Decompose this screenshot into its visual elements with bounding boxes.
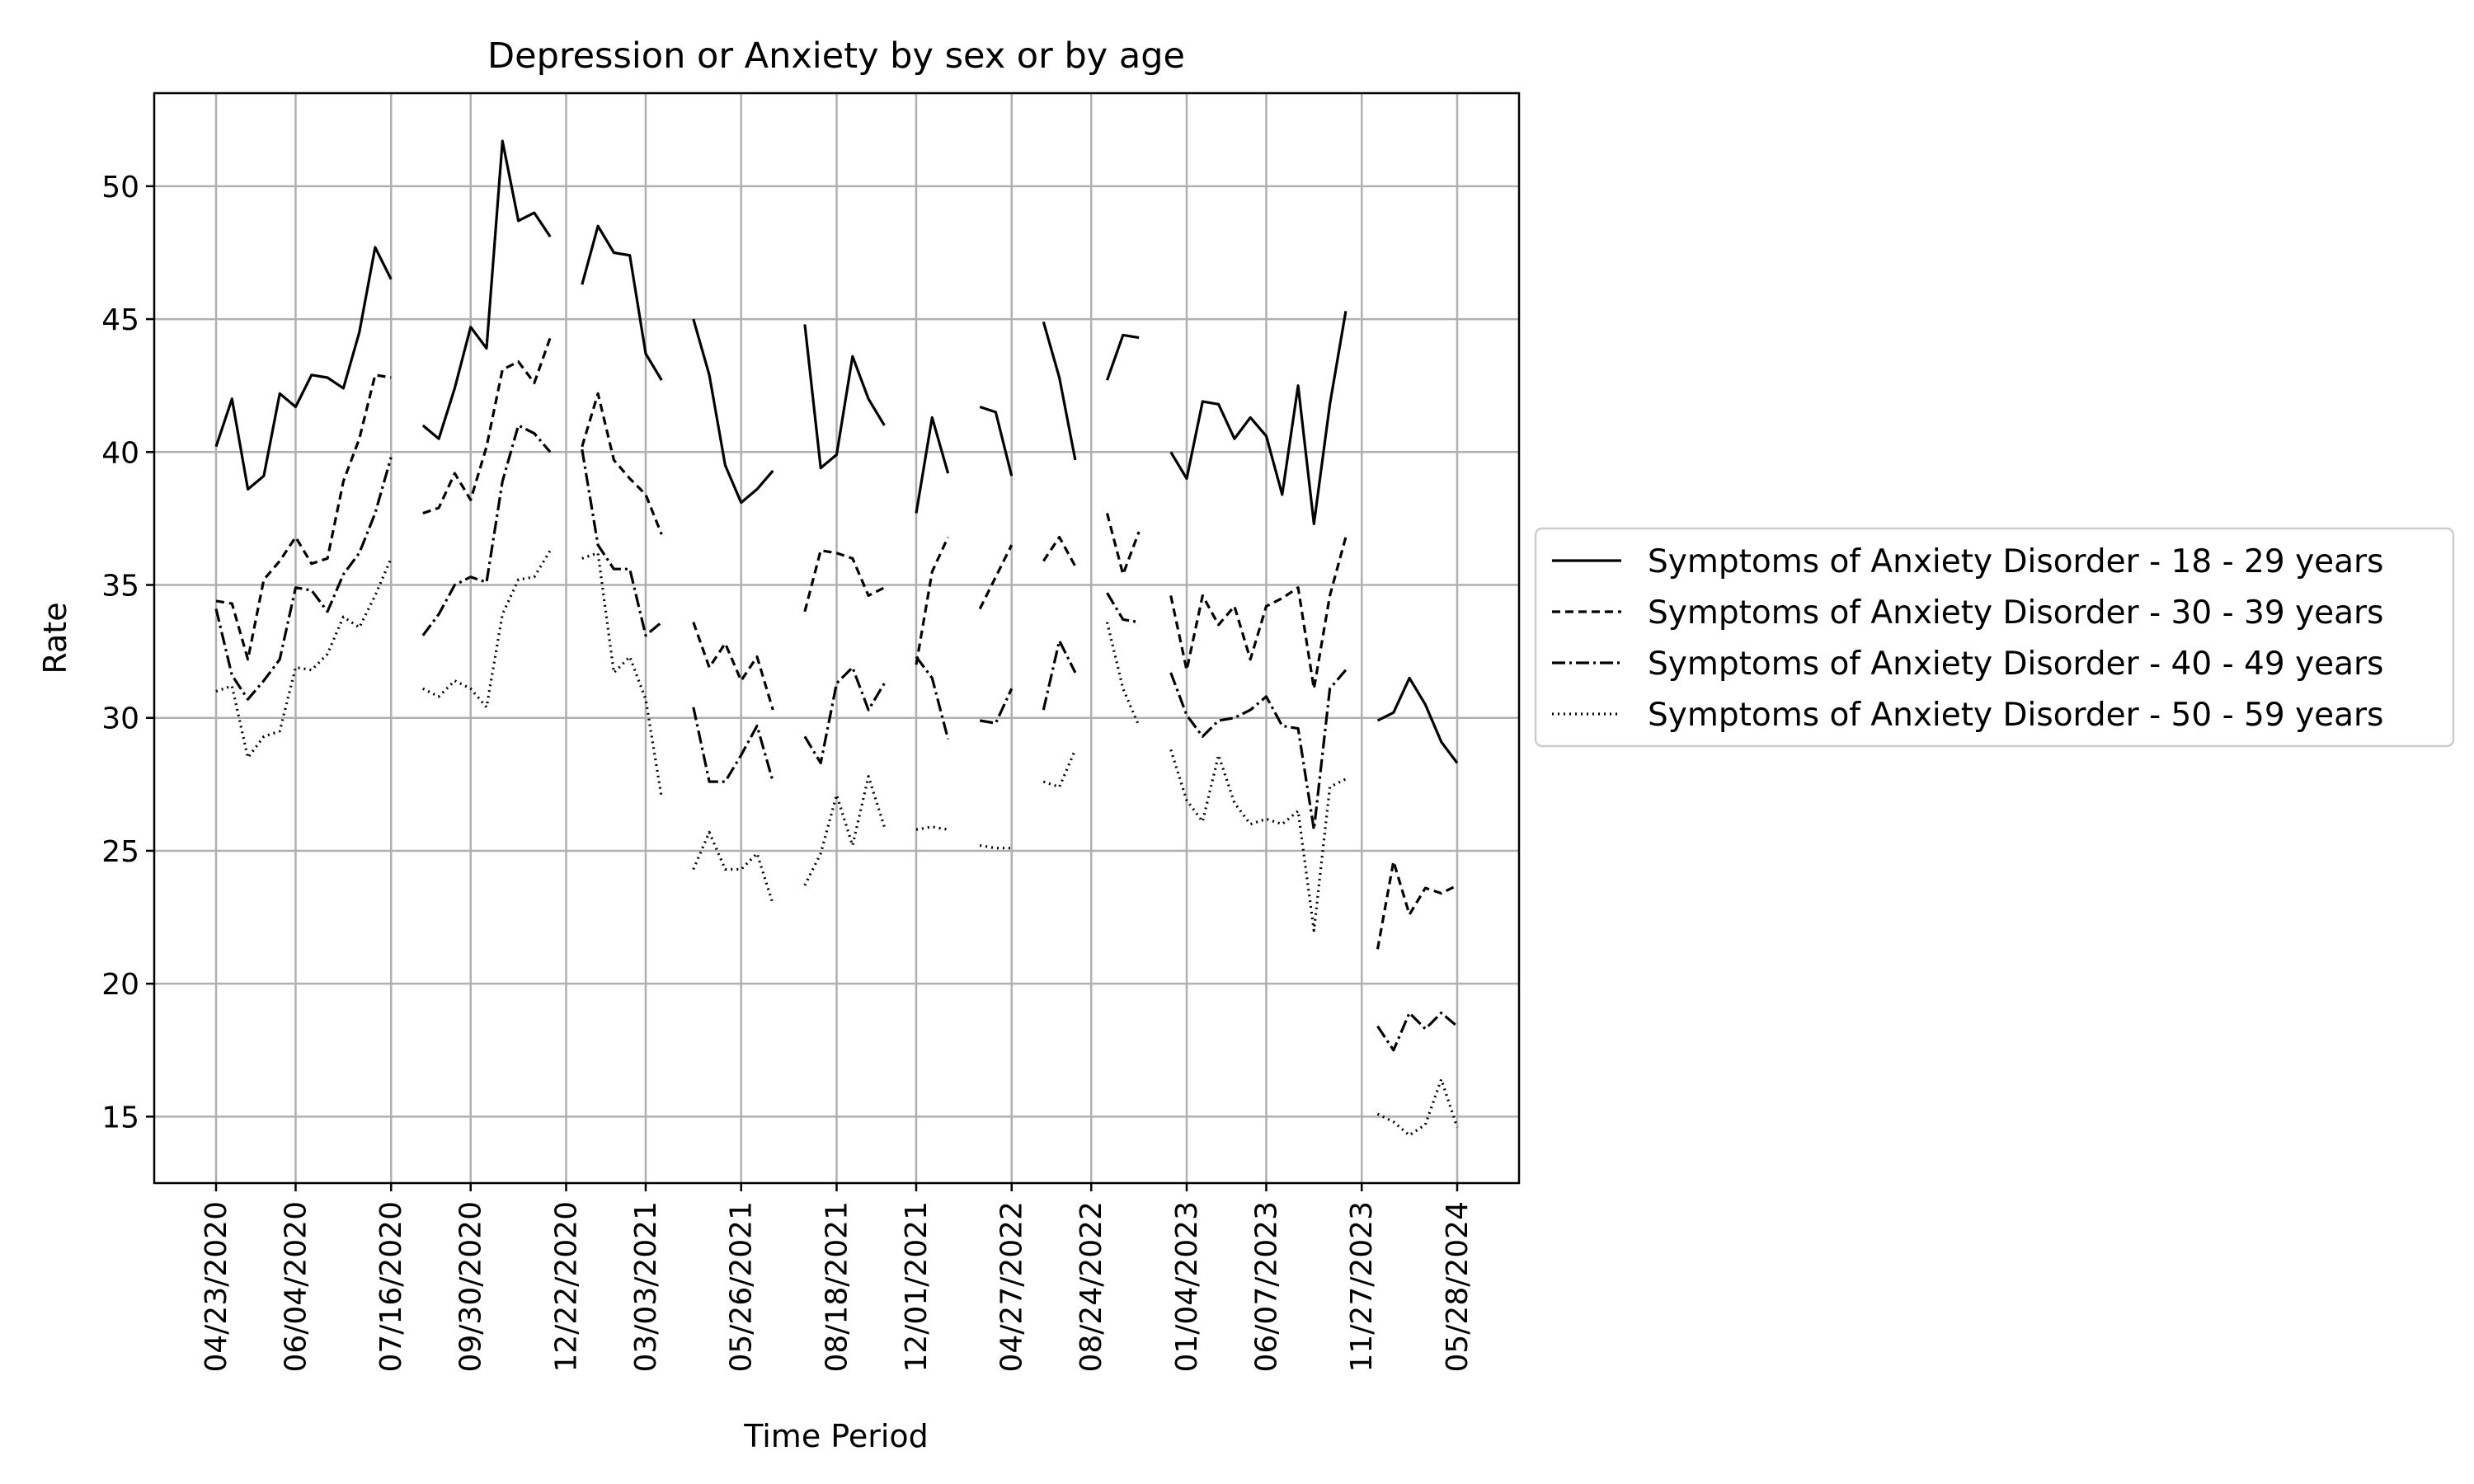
y-axis-label: Rate	[37, 602, 73, 674]
y-tick-label: 15	[101, 1101, 139, 1134]
legend-label-1: Symptoms of Anxiety Disorder - 18 - 29 y…	[1648, 543, 2383, 580]
x-tick-label: 03/03/2021	[629, 1201, 663, 1373]
y-tick-label: 20	[101, 968, 139, 1002]
x-tick-label: 05/26/2021	[725, 1201, 759, 1373]
legend: Symptoms of Anxiety Disorder - 18 - 29 y…	[1534, 527, 2455, 748]
y-tick-label: 30	[101, 702, 139, 736]
x-tick-label: 01/04/2023	[1170, 1201, 1204, 1373]
series-lines	[214, 139, 1459, 1137]
y-tick-label: 25	[101, 835, 139, 869]
x-tick-label: 04/27/2022	[995, 1201, 1029, 1373]
x-tick-label: 11/27/2023	[1345, 1201, 1379, 1373]
series-line-4	[215, 549, 1459, 1137]
legend-label-2: Symptoms of Anxiety Disorder - 30 - 39 y…	[1648, 594, 2383, 632]
chart-title: Depression or Anxiety by sex or by age	[487, 35, 1185, 77]
x-tick-label: 06/07/2023	[1249, 1201, 1283, 1373]
series-line-2	[215, 337, 1458, 950]
x-tick-label: 09/30/2020	[454, 1201, 488, 1373]
series-line-1	[214, 139, 1459, 764]
x-tick-label: 07/16/2020	[374, 1201, 408, 1373]
x-tick-label: 08/24/2022	[1075, 1201, 1108, 1373]
y-tick-label: 35	[101, 570, 139, 603]
x-tick-label: 08/18/2021	[821, 1201, 854, 1373]
y-tick-label: 40	[101, 436, 139, 470]
legend-label-3: Symptoms of Anxiety Disorder - 40 - 49 y…	[1648, 646, 2383, 683]
x-axis-label: Time Period	[743, 1418, 929, 1454]
x-axis: 04/23/2020 06/04/2020 07/16/2020 09/30/2020…	[200, 1183, 1475, 1373]
y-tick-label: 45	[101, 303, 139, 337]
x-tick-label: 04/23/2020	[200, 1201, 233, 1373]
legend-label-4: Symptoms of Anxiety Disorder - 50 - 59 y…	[1648, 697, 2383, 734]
x-tick-label: 05/28/2024	[1441, 1201, 1475, 1373]
x-tick-label: 12/01/2021	[900, 1201, 934, 1373]
x-tick-label: 12/22/2020	[549, 1201, 583, 1373]
y-tick-label: 50	[101, 171, 139, 204]
gridlines	[154, 93, 1519, 1183]
x-tick-label: 06/04/2020	[279, 1201, 313, 1373]
series-line-3	[214, 424, 1459, 1052]
y-axis: 15 20 25 30 35 40 45 50	[101, 171, 154, 1134]
legend-frame	[1534, 527, 2455, 748]
